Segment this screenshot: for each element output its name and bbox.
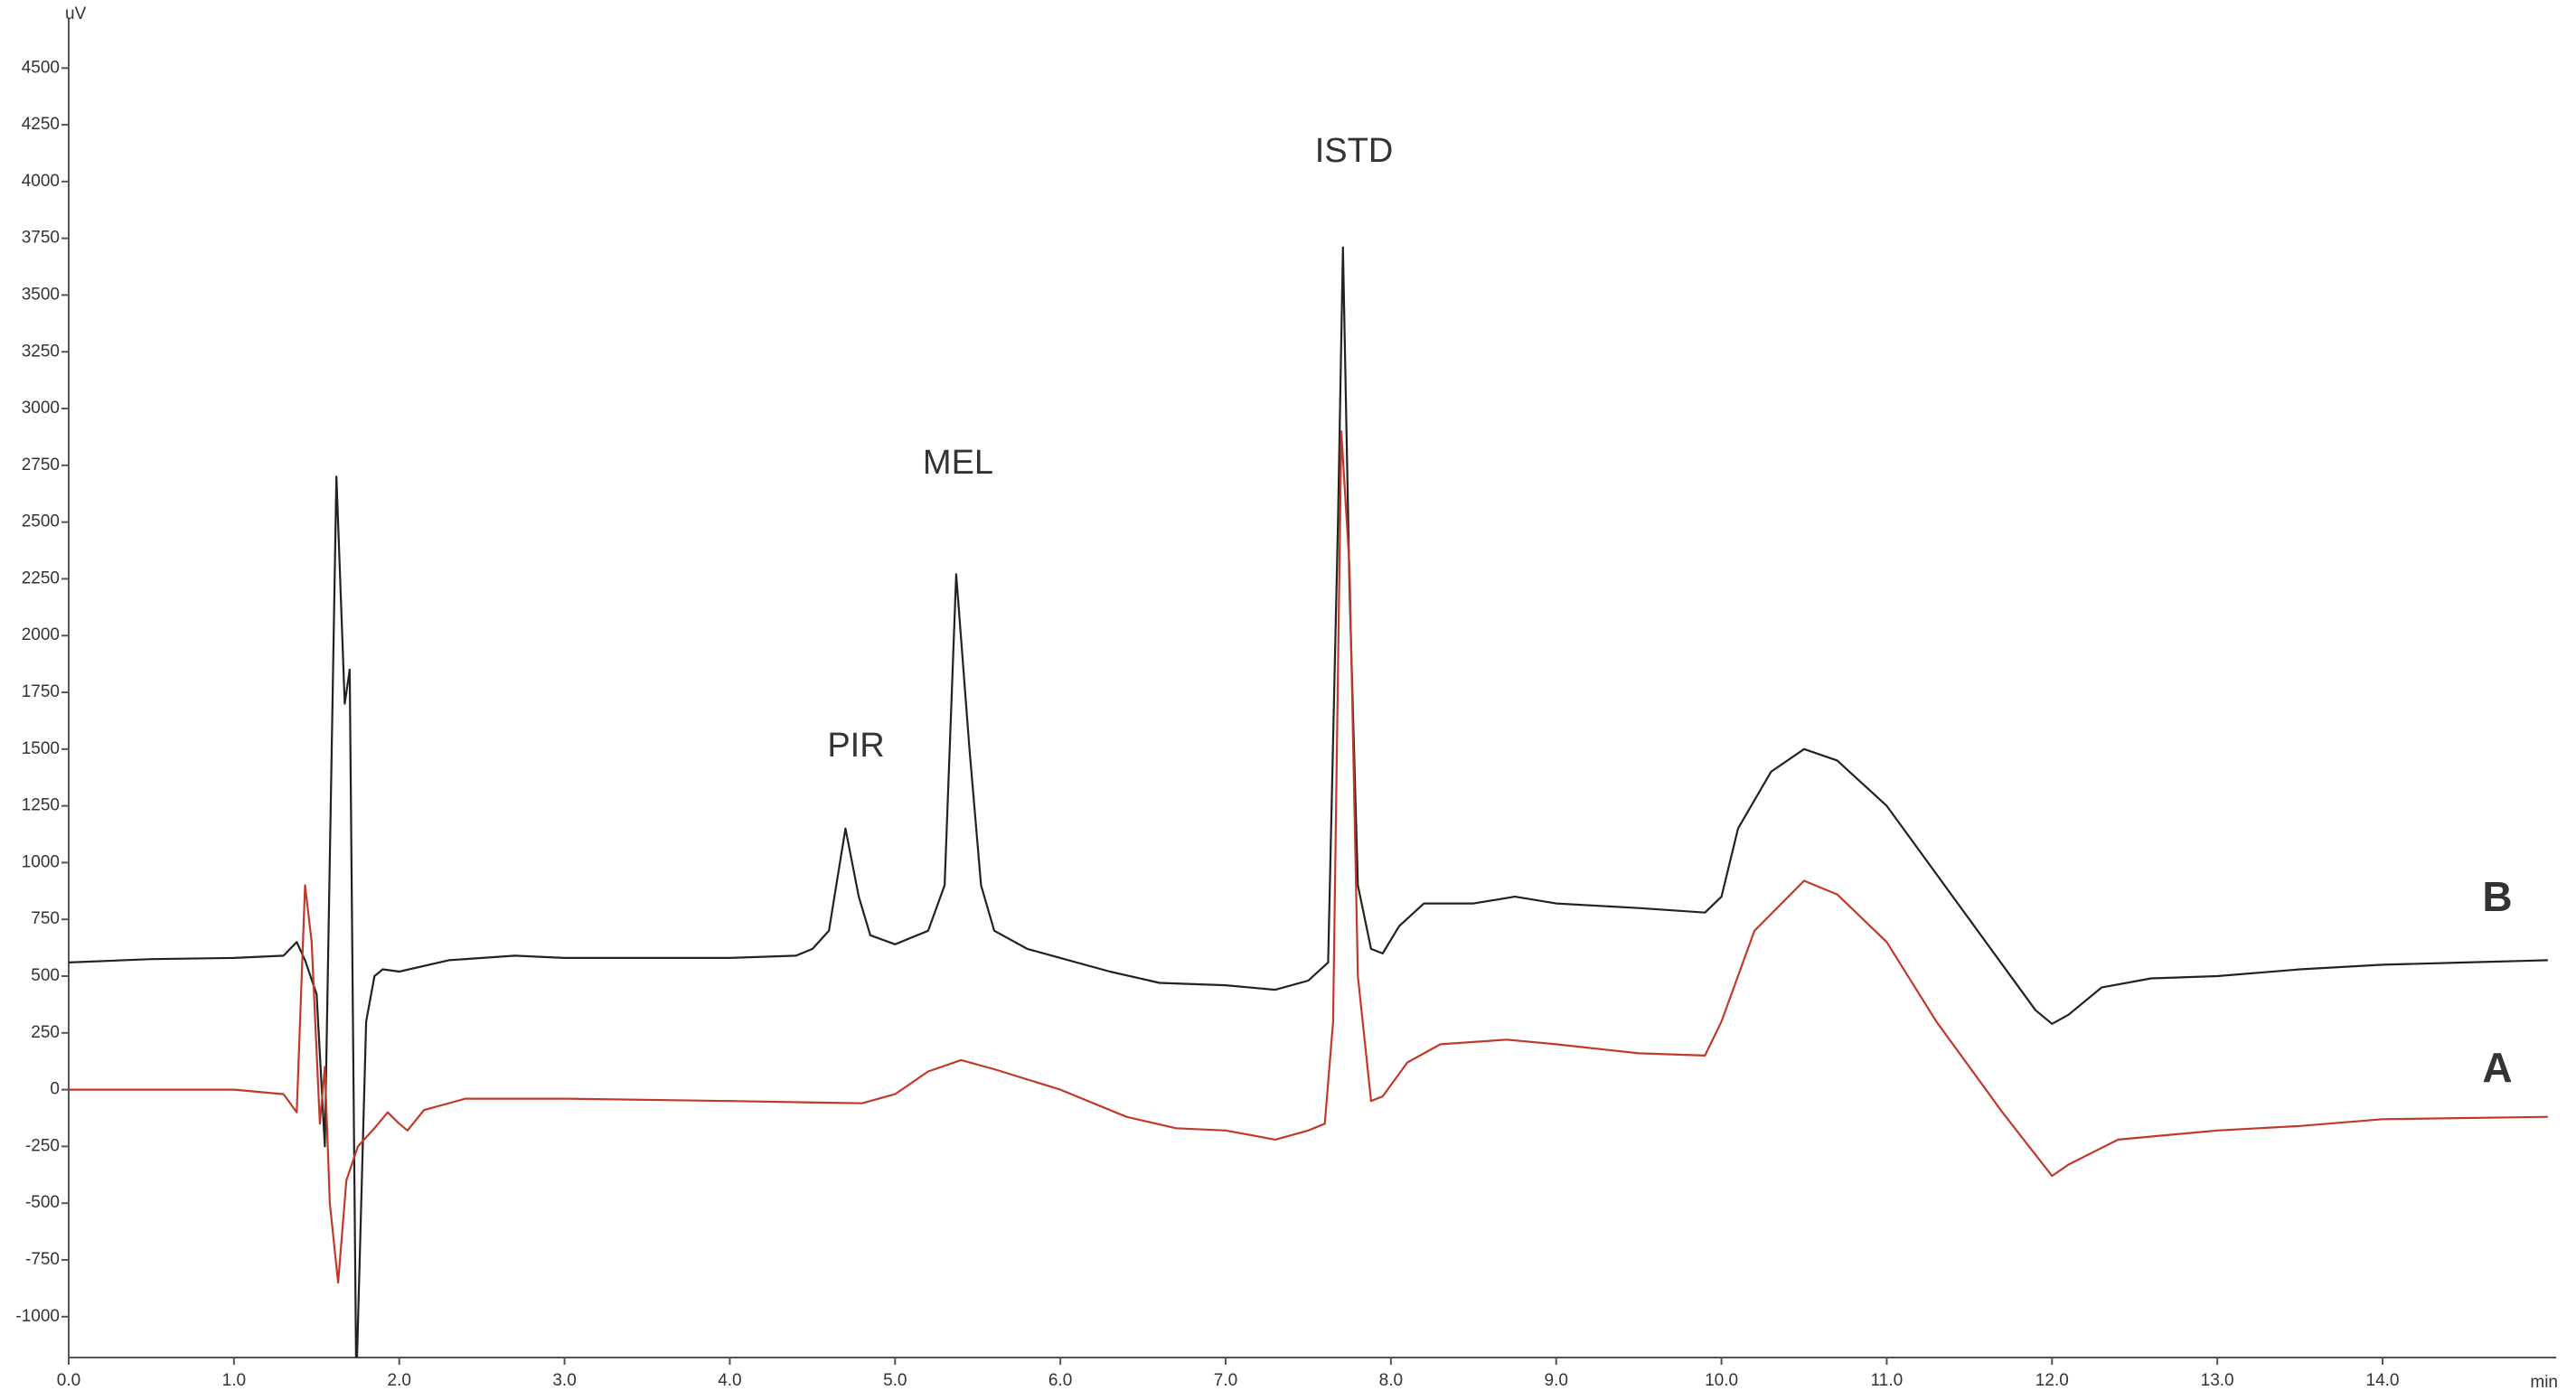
y-tick-label: -1000 — [15, 1307, 60, 1326]
x-tick-label: 1.0 — [222, 1371, 246, 1390]
peak-label: MEL — [923, 444, 993, 482]
x-tick-label: 12.0 — [2035, 1371, 2069, 1390]
y-tick-label: 2250 — [22, 568, 60, 587]
y-tick-label: 4250 — [22, 115, 60, 134]
y-unit: uV — [65, 5, 87, 23]
y-tick-label: 750 — [31, 909, 60, 928]
x-tick-label: 11.0 — [1871, 1371, 1904, 1390]
x-tick-label: 6.0 — [1048, 1371, 1072, 1390]
y-tick-label: 0 — [50, 1080, 60, 1099]
x-tick-label: 9.0 — [1545, 1371, 1568, 1390]
x-tick-label: 8.0 — [1379, 1371, 1403, 1390]
trace-label: A — [2482, 1044, 2512, 1091]
x-tick-label: 13.0 — [2201, 1371, 2234, 1390]
y-tick-label: 3750 — [22, 229, 60, 248]
x-tick-label: 0.0 — [57, 1371, 80, 1390]
x-tick-label: 7.0 — [1214, 1371, 1237, 1390]
y-tick-label: 1000 — [22, 852, 60, 871]
y-tick-label: 2500 — [22, 512, 60, 531]
y-tick-label: 1750 — [22, 682, 60, 701]
peak-label: ISTD — [1315, 132, 1394, 170]
x-tick-label: 3.0 — [552, 1371, 576, 1390]
trace-label: B — [2482, 873, 2512, 920]
x-unit: min — [2530, 1373, 2558, 1392]
y-tick-label: 4500 — [22, 58, 60, 77]
y-tick-label: 4000 — [22, 172, 60, 191]
y-tick-label: 250 — [31, 1023, 60, 1042]
plot-area — [69, 246, 2548, 1358]
y-tick-label: -750 — [25, 1250, 60, 1269]
trace-line — [69, 430, 2548, 1284]
x-tick-label: 4.0 — [718, 1371, 741, 1390]
y-tick-label: 1500 — [22, 739, 60, 758]
y-tick-label: 2750 — [22, 456, 60, 474]
y-tick-label: -250 — [25, 1136, 60, 1155]
x-tick-label: 5.0 — [883, 1371, 907, 1390]
y-tick-label: 500 — [31, 966, 60, 985]
trace-line — [69, 246, 2548, 1358]
x-tick-label: 14.0 — [2366, 1371, 2400, 1390]
y-tick-label: 3500 — [22, 285, 60, 304]
x-tick-label: 2.0 — [388, 1371, 411, 1390]
y-tick-label: 2000 — [22, 625, 60, 644]
peak-label: PIR — [827, 727, 884, 765]
x-tick-label: 10.0 — [1705, 1371, 1738, 1390]
y-tick-label: -500 — [25, 1193, 60, 1212]
y-tick-label: 3000 — [22, 399, 60, 418]
y-tick-label: 3250 — [22, 342, 60, 361]
y-tick-label: 1250 — [22, 796, 60, 815]
